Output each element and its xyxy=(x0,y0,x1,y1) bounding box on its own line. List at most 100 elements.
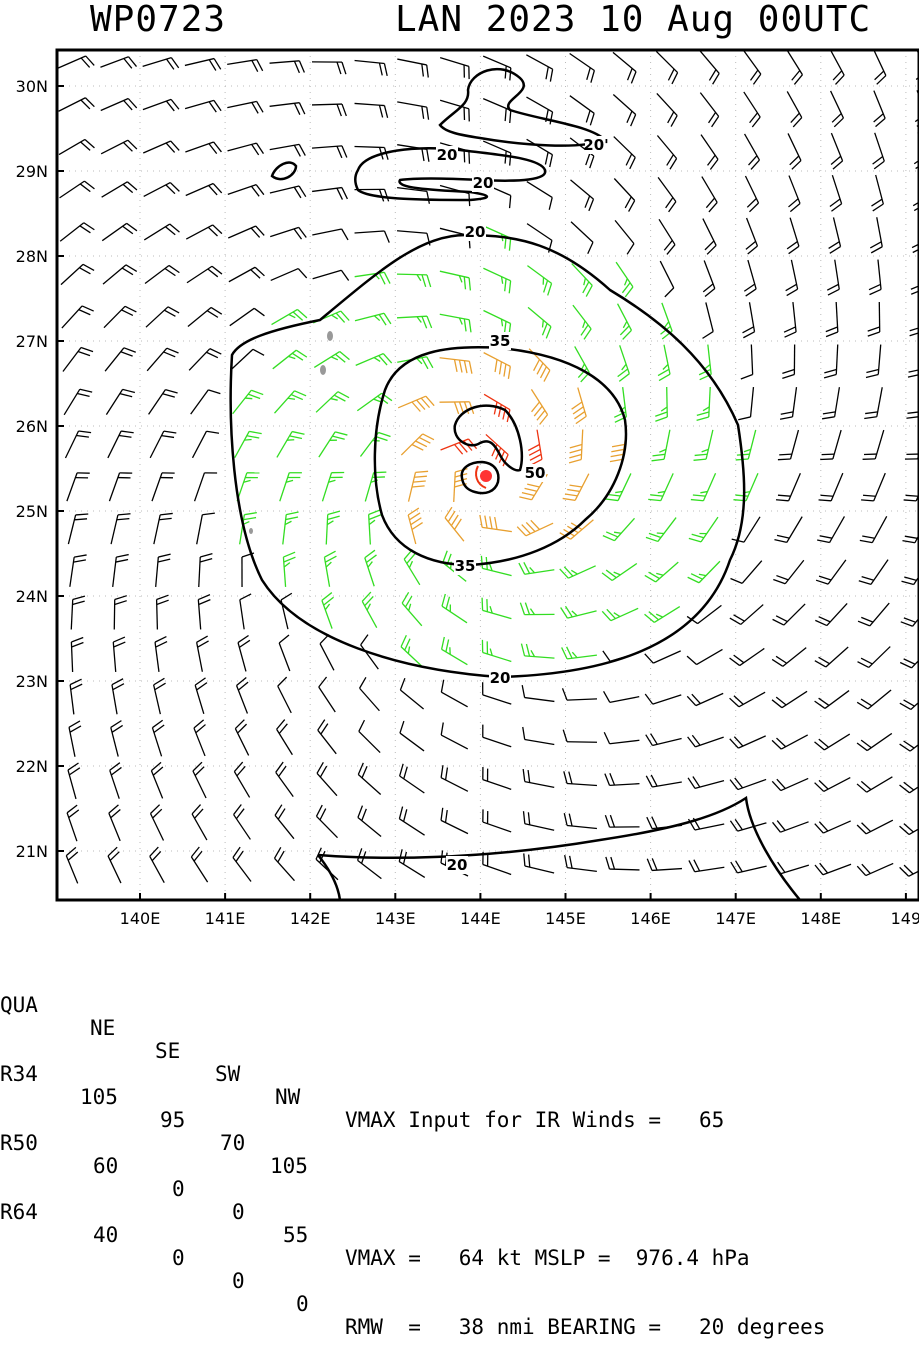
wind-barb xyxy=(604,732,639,743)
wind-barb xyxy=(312,229,348,240)
wind-barb xyxy=(483,809,511,832)
lon-label: 144E xyxy=(460,909,501,928)
wind-barb xyxy=(399,849,425,877)
wind-barb xyxy=(697,387,711,420)
r64-ne: 40 xyxy=(93,1224,118,1247)
wind-barb xyxy=(815,647,848,667)
wind-barb xyxy=(575,346,590,382)
wind-barb xyxy=(647,817,682,829)
wind-barb xyxy=(901,603,919,626)
wind-barb xyxy=(524,853,554,872)
wind-barb xyxy=(603,518,635,540)
wind-barb xyxy=(787,49,803,84)
wind-barb xyxy=(656,51,677,84)
contour-20-south xyxy=(318,798,800,900)
wind-barb xyxy=(145,265,179,283)
wind-barb xyxy=(824,345,838,378)
wind-barb xyxy=(277,432,305,458)
wind-barb xyxy=(400,678,423,709)
wind-barb xyxy=(441,723,468,749)
wind-barb xyxy=(602,608,638,620)
wind-barb xyxy=(782,345,794,379)
wind-barb xyxy=(869,260,881,295)
contour-label: 20 xyxy=(437,146,458,164)
wind-barb xyxy=(185,59,221,71)
wind-barb xyxy=(189,349,221,371)
wind-barb xyxy=(143,58,179,70)
wind-barb xyxy=(859,560,888,585)
wind-barb xyxy=(730,648,765,665)
wind-barb xyxy=(908,345,919,378)
wind-barb xyxy=(440,58,469,79)
wind-barb xyxy=(316,805,337,838)
wind-barb xyxy=(815,691,849,709)
wind-barb xyxy=(143,141,179,153)
wind-barb xyxy=(689,860,724,872)
wind-barb xyxy=(815,778,851,792)
wind-barb xyxy=(730,778,766,790)
wind-barb xyxy=(519,562,554,574)
wind-barb xyxy=(155,637,167,672)
wind-barb xyxy=(902,516,919,542)
row-label-r50: R50 xyxy=(0,1132,38,1155)
wind-barb xyxy=(830,49,844,85)
wind-barb xyxy=(618,304,632,340)
lon-label: 148E xyxy=(800,909,841,928)
wind-barb xyxy=(524,811,555,830)
wind-barb xyxy=(151,805,164,841)
wind-barb xyxy=(397,274,431,287)
wind-barb xyxy=(694,430,713,460)
lon-label: 142E xyxy=(290,909,331,928)
wind-barb xyxy=(150,431,176,458)
wind-barb xyxy=(614,137,636,169)
wind-barb xyxy=(109,473,132,501)
wind-barb xyxy=(60,181,95,198)
wind-barb xyxy=(369,510,381,545)
wind-barb xyxy=(151,762,163,798)
wind-barb xyxy=(445,507,464,541)
wind-barb xyxy=(283,512,299,544)
wind-barb xyxy=(440,314,471,332)
wind-barb xyxy=(197,513,215,544)
wind-barb xyxy=(441,765,468,791)
wind-barb xyxy=(277,720,293,755)
wind-barb xyxy=(71,638,83,672)
wind-barb xyxy=(355,103,388,117)
wind-barb xyxy=(144,224,179,240)
wind-barb xyxy=(108,431,134,458)
wind-barb xyxy=(397,102,428,120)
wind-barb xyxy=(483,852,511,875)
wind-barb xyxy=(658,177,676,211)
wind-barb xyxy=(195,473,218,501)
vmax-mslp-text: VMAX = 64 kt MSLP = 976.4 hPa xyxy=(345,1247,750,1270)
wind-barb xyxy=(317,762,337,795)
wind-barb xyxy=(563,730,597,743)
wind-barb xyxy=(62,306,94,328)
wind-barb xyxy=(604,691,640,702)
wind-barb xyxy=(58,56,94,68)
lat-label: 29N xyxy=(16,162,48,181)
wind-barb xyxy=(861,473,885,501)
wind-barb xyxy=(645,562,678,582)
wind-barb xyxy=(275,391,307,413)
wind-barb xyxy=(409,471,429,501)
wind-barb xyxy=(569,430,583,463)
wind-barb xyxy=(270,186,306,198)
wind-barb xyxy=(857,777,892,792)
wind-barb xyxy=(483,725,511,747)
wind-barb xyxy=(746,218,758,254)
wind-barb xyxy=(484,353,511,379)
wind-barb xyxy=(702,177,717,212)
wind-barb xyxy=(831,133,843,169)
wind-barb xyxy=(483,268,510,293)
wind-barb xyxy=(440,402,474,414)
wind-barb xyxy=(689,517,718,542)
wind-barb xyxy=(68,514,88,544)
wind-barb xyxy=(324,551,336,587)
wind-barb xyxy=(688,561,720,583)
wind-barb xyxy=(397,59,428,77)
wind-barb xyxy=(356,354,392,366)
wind-barb xyxy=(188,307,222,326)
wind-barb xyxy=(319,677,336,712)
contour-label: 50 xyxy=(525,464,546,482)
